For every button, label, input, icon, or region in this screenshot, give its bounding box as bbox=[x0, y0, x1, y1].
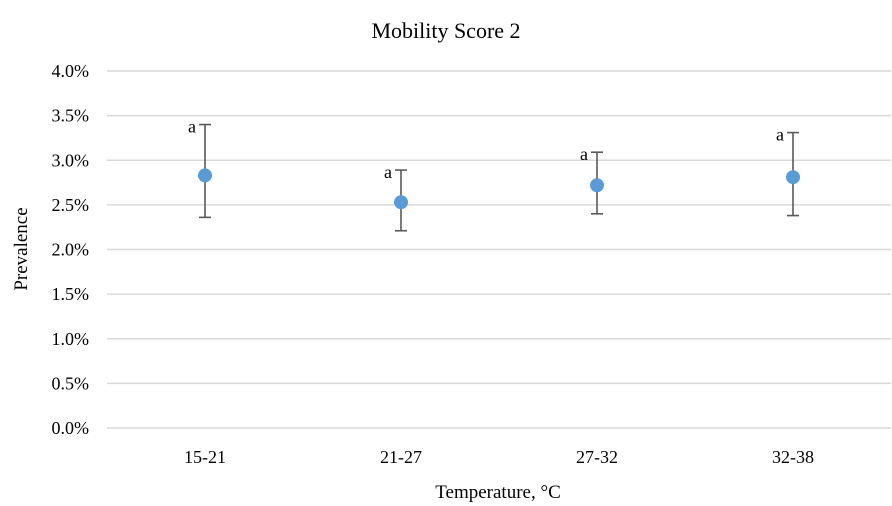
data-point bbox=[394, 195, 408, 210]
data-points bbox=[198, 168, 800, 210]
x-tick-label: 21-27 bbox=[380, 447, 422, 467]
grid-layer bbox=[107, 70, 891, 429]
x-tick-labels: 15-21 21-27 27-32 32-38 bbox=[184, 447, 814, 467]
data-annotation: a bbox=[776, 125, 784, 145]
y-tick-labels: 0.0% 0.5% 1.0% 1.5% 2.0% 2.5% 3.0% 3.5% 4.0% bbox=[52, 61, 90, 438]
annotations: a a a a bbox=[188, 117, 784, 183]
data-annotation: a bbox=[188, 117, 196, 137]
y-tick-label: 0.0% bbox=[52, 418, 90, 438]
data-point bbox=[590, 178, 604, 193]
data-annotation: a bbox=[384, 162, 392, 182]
chart-title: Mobility Score 2 bbox=[371, 18, 520, 43]
y-tick-label: 2.5% bbox=[52, 195, 90, 215]
y-tick-label: 1.0% bbox=[52, 329, 90, 349]
y-tick-label: 3.5% bbox=[52, 106, 90, 126]
y-tick-label: 0.5% bbox=[52, 373, 90, 393]
y-tick-label: 4.0% bbox=[52, 61, 90, 81]
x-tick-label: 27-32 bbox=[576, 447, 618, 467]
data-point bbox=[786, 170, 800, 185]
data-annotation: a bbox=[580, 144, 588, 164]
y-axis-title: Prevalence bbox=[11, 207, 32, 290]
x-axis-title: Temperature, °C bbox=[435, 482, 561, 503]
error-bars bbox=[199, 123, 799, 232]
x-tick-label: 32-38 bbox=[772, 447, 814, 467]
y-tick-label: 3.0% bbox=[52, 150, 90, 170]
y-tick-label: 2.0% bbox=[52, 240, 90, 260]
y-tick-label: 1.5% bbox=[52, 284, 90, 304]
data-point bbox=[198, 168, 212, 183]
x-tick-label: 15-21 bbox=[184, 447, 226, 467]
